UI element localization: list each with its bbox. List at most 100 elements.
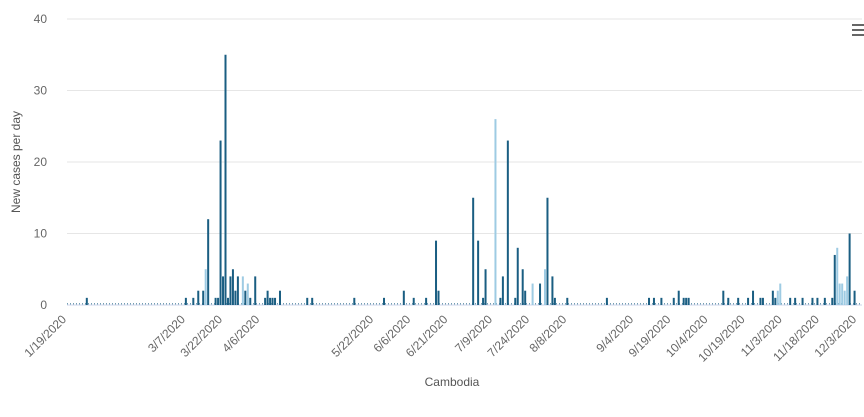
bar-11/20/2020: [823, 297, 826, 305]
bar-7/31/2020: [546, 197, 549, 305]
bar-3/25/2020: [229, 276, 232, 305]
bar-4/14/2020: [278, 290, 281, 305]
bar-3/27/2020: [234, 290, 237, 305]
bar-4/25/2020: [306, 297, 309, 305]
bar-11/6/2020: [789, 297, 792, 305]
bar-11/8/2020: [794, 297, 797, 305]
bar-9/22/2020: [677, 290, 680, 305]
bar-3/22/2020: [222, 276, 225, 305]
bar-3/26/2020: [231, 269, 234, 305]
bar-10/30/2020: [771, 290, 774, 305]
bar-4/11/2020: [271, 297, 274, 305]
bar-6/7/2020: [412, 297, 415, 305]
bar-3/19/2020: [214, 297, 217, 305]
bar-7/25/2020: [531, 283, 534, 305]
bar-4/4/2020: [254, 276, 257, 305]
bar-8/8/2020: [566, 297, 569, 305]
bar-7/1/2020: [472, 197, 475, 305]
bar-1/27/2020: [85, 297, 88, 305]
bar-7/18/2020: [514, 297, 517, 305]
bar-3/28/2020: [236, 276, 239, 305]
bar-3/16/2020: [207, 219, 210, 305]
bar-4/10/2020: [269, 297, 272, 305]
bar-7/28/2020: [539, 283, 542, 305]
bar-7/6/2020: [484, 269, 487, 305]
bar-11/15/2020: [811, 297, 814, 305]
bar-7/13/2020: [501, 276, 504, 305]
bar-9/12/2020: [652, 297, 655, 305]
bar-12/2/2020: [853, 290, 856, 305]
bar-8/2/2020: [551, 276, 554, 305]
bar-6/16/2020: [435, 240, 438, 305]
bar-10/31/2020: [774, 297, 777, 305]
bar-3/24/2020: [226, 297, 229, 305]
bar-4/27/2020: [311, 297, 314, 305]
bar-11/11/2020: [801, 297, 804, 305]
bar-7/10/2020: [494, 119, 497, 305]
bar-11/30/2020: [848, 233, 851, 305]
bar-10/22/2020: [752, 290, 755, 305]
bar-5/14/2020: [353, 297, 356, 305]
bar-4/1/2020: [246, 283, 249, 305]
y-tick-label-40: 40: [34, 12, 48, 26]
bar-3/7/2020: [184, 297, 187, 305]
bar-3/14/2020: [202, 290, 205, 305]
bar-3/20/2020: [217, 297, 220, 305]
bar-4/12/2020: [274, 297, 277, 305]
bar-11/2/2020: [779, 283, 782, 305]
bar-7/30/2020: [543, 269, 546, 305]
bar-3/21/2020: [219, 140, 222, 305]
bar-10/25/2020: [759, 297, 762, 305]
bar-10/20/2020: [747, 297, 750, 305]
bar-11/27/2020: [841, 283, 844, 305]
bar-7/5/2020: [482, 297, 485, 305]
y-axis-title: New cases per day: [9, 111, 23, 213]
bar-10/12/2020: [727, 297, 730, 305]
bar-3/12/2020: [197, 290, 200, 305]
y-tick-label-10: 10: [34, 227, 48, 241]
bar-8/3/2020: [553, 297, 556, 305]
bar-9/20/2020: [672, 297, 675, 305]
bar-11/25/2020: [836, 247, 839, 305]
x-tick-label-0: 1/19/2020: [21, 312, 69, 360]
bar-6/12/2020: [425, 297, 428, 305]
bar-11/24/2020: [833, 254, 836, 305]
bar-3/10/2020: [192, 297, 195, 305]
bar-11/23/2020: [831, 297, 834, 305]
bar-8/24/2020: [605, 297, 608, 305]
x-tick-label-9: 8/8/2020: [526, 312, 569, 355]
bar-6/3/2020: [402, 290, 405, 305]
bar-4/9/2020: [266, 290, 269, 305]
bar-9/26/2020: [687, 297, 690, 305]
bar-9/24/2020: [682, 297, 685, 305]
bar-7/12/2020: [499, 297, 502, 305]
bar-9/25/2020: [685, 297, 688, 305]
bar-7/3/2020: [477, 240, 480, 305]
bar-10/16/2020: [737, 297, 740, 305]
y-tick-label-20: 20: [34, 155, 48, 169]
hamburger-menu-icon: [852, 24, 864, 26]
bar-7/19/2020: [516, 247, 519, 305]
x-tick-label-3: 4/6/2020: [219, 312, 262, 355]
y-tick-label-30: 30: [34, 84, 48, 98]
bar-11/29/2020: [846, 276, 849, 305]
x-tick-label-4: 5/22/2020: [329, 312, 377, 360]
bar-3/23/2020: [224, 54, 227, 305]
bar-7/15/2020: [506, 140, 509, 305]
bar-4/2/2020: [249, 297, 252, 305]
bar-10/26/2020: [761, 297, 764, 305]
bar-6/17/2020: [437, 290, 440, 305]
bar-9/10/2020: [648, 297, 651, 305]
bar-7/21/2020: [521, 269, 524, 305]
chart-menu-button[interactable]: [842, 20, 864, 40]
bar-11/1/2020: [776, 290, 779, 305]
bar-7/22/2020: [524, 290, 527, 305]
bar-3/31/2020: [244, 290, 247, 305]
bar-3/30/2020: [241, 276, 244, 305]
y-tick-label-0: 0: [40, 298, 47, 312]
x-axis-title: Cambodia: [425, 375, 480, 389]
bar-9/15/2020: [660, 297, 663, 305]
bar-11/17/2020: [816, 297, 819, 305]
